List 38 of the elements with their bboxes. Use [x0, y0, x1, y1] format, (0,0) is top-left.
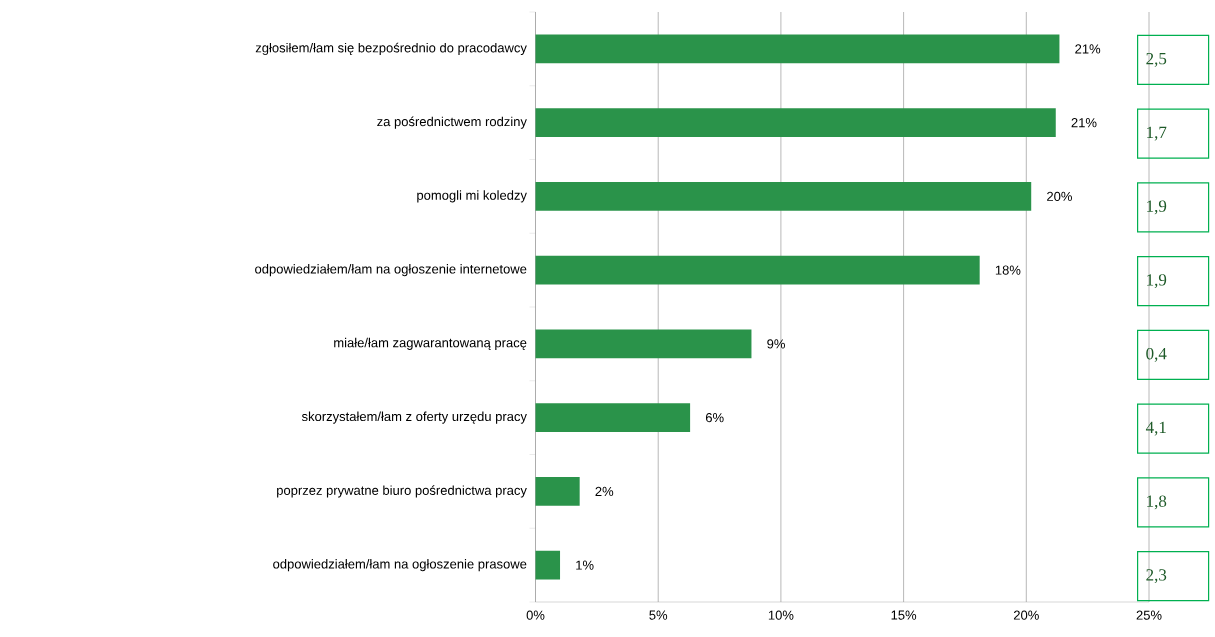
x-tick-label: 20%	[1013, 610, 1039, 620]
y-tick-label: pomogli mi koledzy	[417, 190, 527, 203]
data-label: 2%	[595, 486, 614, 496]
annotation: 1,7	[1147, 126, 1167, 141]
data-label: 21%	[1075, 44, 1101, 54]
x-tick-label: 10%	[768, 610, 794, 620]
y-tick-label: zgłosiłem/łam się bezpośrednio do pracodawcy	[255, 42, 527, 56]
data-label: 20%	[1047, 191, 1072, 201]
annotation: 0,4	[1146, 347, 1167, 362]
data-label: 6%	[705, 413, 724, 423]
y-tick-label: odpowiedziałem/łam na ogłoszenie internetowe	[255, 264, 527, 277]
y-tick-label: za pośrednictwem rodziny	[377, 116, 527, 129]
annotation: 1,8	[1147, 495, 1167, 510]
y-tick-label: miałe/łam zagwarantowaną pracę	[334, 337, 527, 350]
bar	[535, 255, 980, 285]
data-label: 18%	[995, 265, 1021, 275]
annotation: 4,1	[1145, 421, 1166, 436]
data-label: 21%	[1071, 118, 1097, 128]
y-tick-label: skorzystałem/łam z oferty urzędu pracy	[301, 411, 527, 424]
y-tick-label: odpowiedziałem/łam na ogłoszenie prasowe	[273, 559, 527, 572]
y-tick-label: poprzez prywatne biuro pośrednictwa pracy	[277, 485, 527, 498]
x-tick-label: 5%	[649, 610, 668, 620]
bar	[535, 477, 580, 506]
annotation: 2,3	[1146, 569, 1167, 584]
data-label: 1%	[576, 560, 594, 570]
x-tick-label: 0%	[526, 610, 545, 620]
x-tick-label: 15%	[891, 610, 917, 620]
x-tick-label: 25%	[1136, 610, 1162, 620]
bar	[535, 329, 752, 359]
annotation: 2,5	[1146, 52, 1167, 67]
data-label: 9%	[767, 339, 785, 349]
bar	[535, 403, 691, 433]
annotation: 1,9	[1147, 200, 1167, 215]
bar	[535, 550, 561, 580]
bar	[535, 182, 1032, 211]
bar	[535, 108, 1056, 138]
annotation: 1,9	[1147, 274, 1167, 289]
bar	[535, 34, 1060, 64]
